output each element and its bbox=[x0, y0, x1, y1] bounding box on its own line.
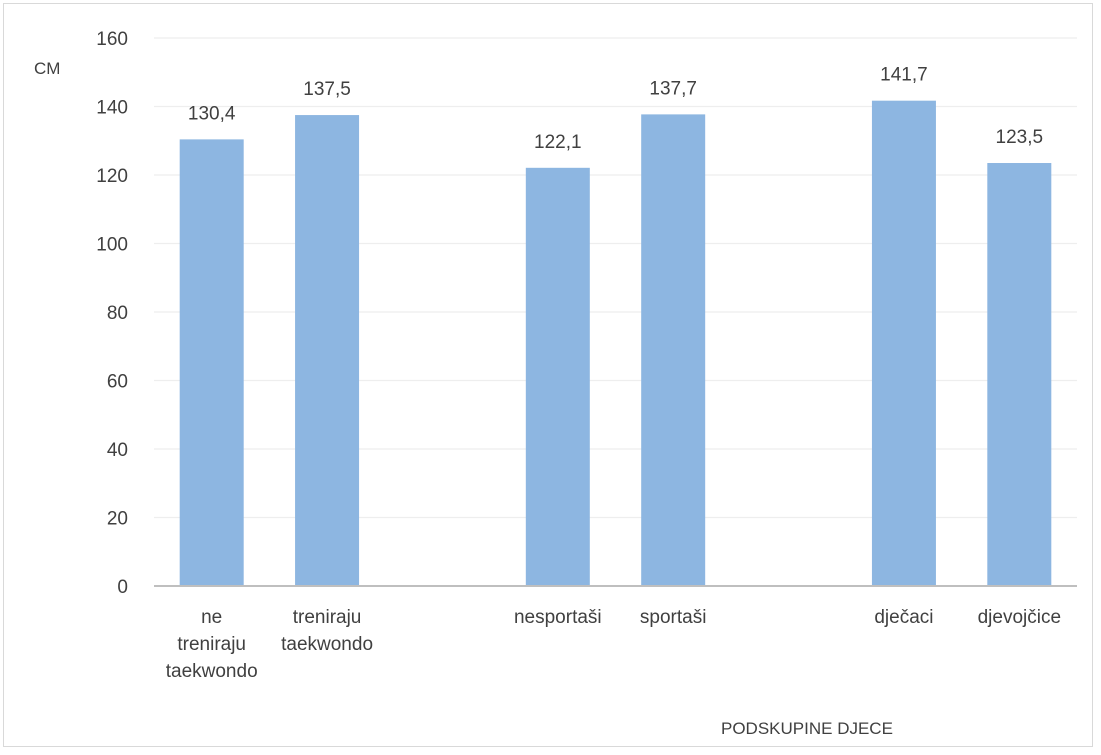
y-tick-label: 100 bbox=[96, 235, 128, 256]
axes: 0 20 40 60 80 100 120 140 160 ne treniraju taekwond… bbox=[96, 29, 1077, 682]
x-tick-label: ne bbox=[201, 607, 222, 628]
data-label: 141,7 bbox=[880, 65, 928, 86]
x-tick-label: taekwondo bbox=[281, 634, 373, 655]
x-tick-label: dječaci bbox=[874, 607, 933, 628]
x-tick-label: treniraju bbox=[293, 607, 362, 628]
x-tick-label: nesportaši bbox=[514, 607, 602, 628]
data-label: 137,7 bbox=[649, 78, 697, 99]
data-label: 122,1 bbox=[534, 132, 582, 153]
bar bbox=[295, 115, 360, 586]
bar-chart: 130,4 137,5 122,1 137,7 141,7 123,5 0 20 40 60 80… bbox=[34, 29, 1077, 738]
bar bbox=[525, 167, 590, 586]
y-axis-title: CM bbox=[34, 59, 60, 78]
y-tick-label: 40 bbox=[107, 440, 128, 461]
bar bbox=[179, 139, 244, 586]
y-tick-label: 120 bbox=[96, 166, 128, 187]
gridlines bbox=[154, 37, 1077, 519]
bar bbox=[641, 114, 706, 586]
x-tick-label: djevojčice bbox=[978, 607, 1061, 628]
x-tick-label: treniraju bbox=[177, 634, 246, 655]
data-label: 130,4 bbox=[188, 103, 236, 124]
data-label: 137,5 bbox=[303, 79, 351, 100]
y-tick-label: 160 bbox=[96, 29, 128, 50]
y-tick-label: 60 bbox=[107, 372, 128, 393]
bar bbox=[987, 163, 1052, 586]
bar bbox=[871, 100, 936, 587]
x-tick-label: sportaši bbox=[640, 607, 707, 628]
chart-area: 130,4 137,5 122,1 137,7 141,7 123,5 0 20 40 60 80… bbox=[3, 3, 1093, 747]
x-tick-label: taekwondo bbox=[166, 661, 258, 682]
x-axis-title: PODSKUPINE DJECE bbox=[721, 719, 893, 738]
bars: 130,4 137,5 122,1 137,7 141,7 123,5 bbox=[179, 65, 1052, 587]
y-tick-label: 20 bbox=[107, 509, 128, 530]
y-tick-label: 140 bbox=[96, 98, 128, 119]
y-tick-label: 80 bbox=[107, 303, 128, 324]
y-tick-label: 0 bbox=[117, 577, 128, 598]
data-label: 123,5 bbox=[996, 127, 1044, 148]
